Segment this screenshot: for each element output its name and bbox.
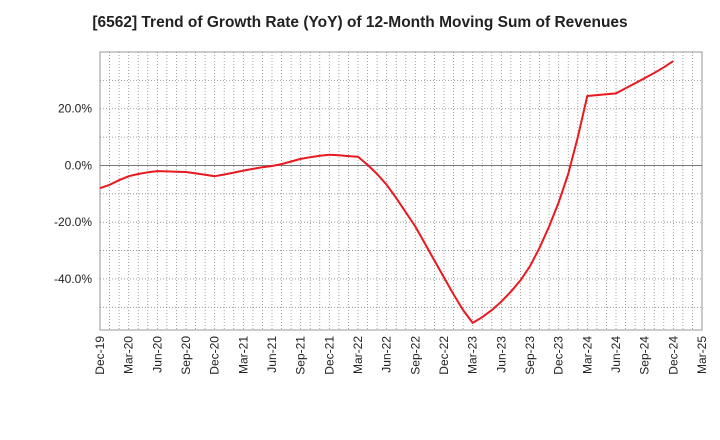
x-tick-label: Dec-24 xyxy=(666,336,680,375)
chart-title: [6562] Trend of Growth Rate (YoY) of 12-… xyxy=(92,14,628,31)
x-tick-label: Sep-22 xyxy=(408,336,422,375)
x-tick-label: Sep-23 xyxy=(523,336,537,375)
x-tick-label: Mar-22 xyxy=(351,336,365,374)
x-tick-label: Jun-20 xyxy=(150,336,164,373)
y-tick-label: -20.0% xyxy=(54,215,92,229)
x-tick-label: Sep-21 xyxy=(294,336,308,375)
x-tick-label: Dec-22 xyxy=(437,336,451,375)
y-tick-label: 0.0% xyxy=(65,158,93,172)
x-tick-label: Dec-21 xyxy=(322,336,336,375)
x-tick-label: Mar-21 xyxy=(236,336,250,374)
x-tick-label: Sep-20 xyxy=(179,336,193,375)
x-tick-label: Jun-21 xyxy=(265,336,279,373)
x-tick-label: Mar-23 xyxy=(466,336,480,374)
x-tick-label: Jun-24 xyxy=(609,336,623,373)
x-tick-label: Jun-22 xyxy=(380,336,394,373)
y-tick-label: 20.0% xyxy=(58,102,92,116)
x-tick-label: Mar-20 xyxy=(122,336,136,374)
x-tick-label: Dec-23 xyxy=(552,336,566,375)
x-tick-label: Mar-25 xyxy=(695,336,709,374)
x-tick-label: Sep-24 xyxy=(638,336,652,375)
y-tick-label: -40.0% xyxy=(54,272,92,286)
x-tick-label: Dec-20 xyxy=(208,336,222,375)
series-line xyxy=(99,60,674,324)
x-tick-label: Jun-23 xyxy=(494,336,508,373)
x-tick-label: Mar-24 xyxy=(580,336,594,374)
x-tick-label: Dec-19 xyxy=(93,336,107,375)
